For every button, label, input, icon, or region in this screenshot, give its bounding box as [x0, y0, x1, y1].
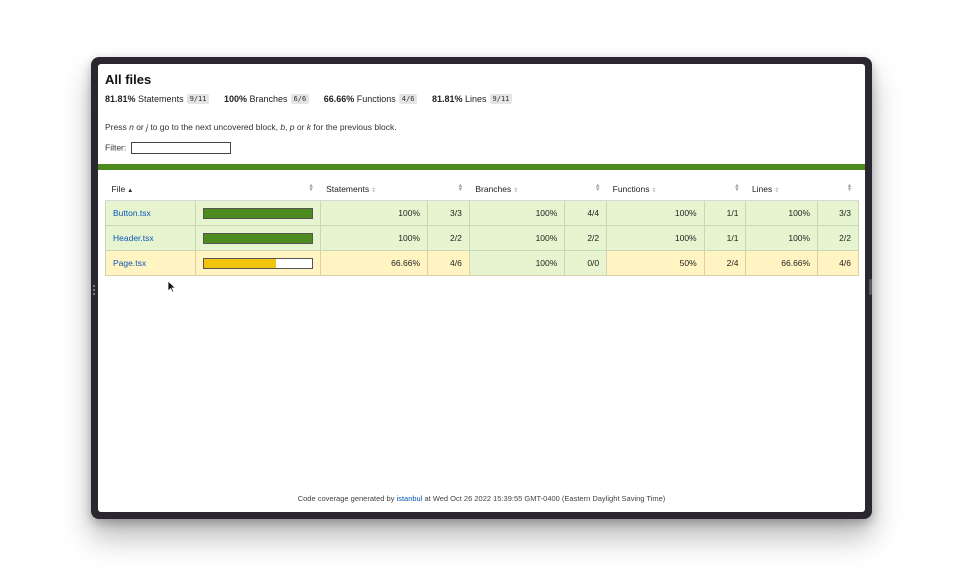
file-link[interactable]: Page.tsx — [113, 258, 147, 268]
branches-pct: 100% — [468, 200, 566, 226]
sort-icon: ▲ ▼ — [308, 183, 315, 193]
lines-pct: 100% — [745, 200, 819, 226]
file-cell: Page.tsx — [105, 250, 196, 276]
coverage-progress-bar — [202, 232, 313, 244]
keyboard-help-text: Press n or j to go to the next uncovered… — [105, 122, 397, 132]
column-header-functions-raw[interactable]: ▲ ▼ — [704, 177, 746, 201]
sort-icon: ▲ ▼ — [594, 183, 601, 193]
column-header-statements[interactable]: Statements ⇕ — [320, 177, 428, 201]
side-handle-dots — [92, 285, 96, 297]
device-frame: All files 81.81% Statements 9/11 100% Bra… — [91, 57, 872, 519]
branches-pct: 100% — [468, 250, 566, 276]
column-header-lines[interactable]: Lines ⇕ — [745, 177, 818, 201]
sort-icon: ▲ ▼ — [457, 183, 464, 193]
file-link[interactable]: Button.tsx — [113, 208, 151, 218]
coverage-report-page: All files 81.81% Statements 9/11 100% Bra… — [98, 64, 865, 512]
functions-pct: 100% — [606, 225, 705, 251]
statements-pct: 66.66% — [319, 250, 429, 276]
branches-count: 0/0 — [564, 250, 608, 276]
sort-icon: ⇕ — [513, 187, 519, 194]
coverage-bar-cell — [194, 250, 321, 276]
mouse-pointer-icon — [167, 280, 176, 293]
page-title: All files — [105, 72, 152, 87]
lines-pct: 66.66% — [745, 250, 819, 276]
statements-pct: 100% — [319, 200, 429, 226]
branches-count: 4/4 — [564, 200, 608, 226]
coverage-progress-bar — [202, 207, 313, 219]
functions-pct: 100% — [606, 200, 705, 226]
functions-count: 1/1 — [703, 200, 747, 226]
statements-pct: 100% — [319, 225, 429, 251]
column-header-file-bar[interactable]: ▲ ▼ — [195, 177, 321, 201]
fraction-badge: 9/11 — [489, 94, 513, 104]
column-header-branches-raw[interactable]: ▲ ▼ — [564, 177, 607, 201]
table-row: Page.tsx 66.66% 4/6 100% 0/0 50% 2/4 66.… — [105, 250, 859, 276]
table-header-row: File ▲ ▲ ▼ Statements ⇕ ▲ ▼ Branches ⇕ ▲ ▼ Fun… — [105, 177, 859, 201]
filter-label: Filter: — [105, 142, 127, 153]
column-header-functions[interactable]: Functions ⇕ — [606, 177, 705, 201]
coverage-status-bar — [98, 164, 865, 170]
sort-icon: ⇕ — [774, 187, 780, 194]
functions-count: 1/1 — [703, 225, 747, 251]
summary-functions: 66.66% Functions 4/6 — [324, 94, 418, 104]
file-link[interactable]: Header.tsx — [113, 233, 154, 243]
coverage-table: File ▲ ▲ ▼ Statements ⇕ ▲ ▼ Branches ⇕ ▲ ▼ Fun… — [105, 177, 859, 276]
table-row: Button.tsx 100% 3/3 100% 4/4 100% 1/1 10… — [105, 200, 859, 226]
lines-count: 4/6 — [817, 250, 859, 276]
column-header-statements-raw[interactable]: ▲ ▼ — [427, 177, 470, 201]
sort-ascending-icon: ▲ — [127, 187, 134, 194]
branches-count: 2/2 — [564, 225, 608, 251]
filter-input[interactable] — [130, 142, 231, 154]
statements-count: 2/2 — [427, 225, 470, 251]
filter-row: Filter: — [105, 142, 231, 154]
fraction-badge: 6/6 — [290, 94, 310, 104]
functions-count: 2/4 — [703, 250, 747, 276]
statements-count: 3/3 — [427, 200, 470, 226]
column-header-branches[interactable]: Branches ⇕ — [469, 177, 565, 201]
fraction-badge: 4/6 — [398, 94, 418, 104]
fraction-badge: 9/11 — [186, 94, 210, 104]
sort-icon: ▲ ▼ — [846, 183, 853, 193]
lines-count: 2/2 — [817, 225, 859, 251]
branches-pct: 100% — [468, 225, 566, 251]
lines-pct: 100% — [745, 225, 819, 251]
side-handle-bar — [869, 279, 872, 295]
sort-icon: ▲ ▼ — [733, 183, 740, 193]
table-row: Header.tsx 100% 2/2 100% 2/2 100% 1/1 10… — [105, 225, 859, 251]
coverage-bar-cell — [194, 200, 321, 226]
functions-pct: 50% — [606, 250, 705, 276]
file-cell: Button.tsx — [105, 200, 196, 226]
sort-icon: ⇕ — [651, 187, 657, 194]
summary-lines: 81.81% Lines 9/11 — [432, 94, 513, 104]
column-header-lines-raw[interactable]: ▲ ▼ — [817, 177, 859, 201]
column-header-file[interactable]: File ▲ — [105, 177, 196, 201]
sort-icon: ⇕ — [371, 187, 377, 194]
summary-statements: 81.81% Statements 9/11 — [105, 94, 210, 104]
coverage-bar-cell — [194, 225, 321, 251]
istanbul-link[interactable]: istanbul — [396, 494, 423, 503]
coverage-summary: 81.81% Statements 9/11 100% Branches 6/6 6… — [105, 94, 524, 104]
statements-count: 4/6 — [427, 250, 470, 276]
file-cell: Header.tsx — [105, 225, 196, 251]
lines-count: 3/3 — [817, 200, 859, 226]
coverage-progress-bar — [202, 257, 313, 269]
footer: Code coverage generated by istanbul at W… — [297, 494, 666, 503]
summary-branches: 100% Branches 6/6 — [224, 94, 310, 104]
